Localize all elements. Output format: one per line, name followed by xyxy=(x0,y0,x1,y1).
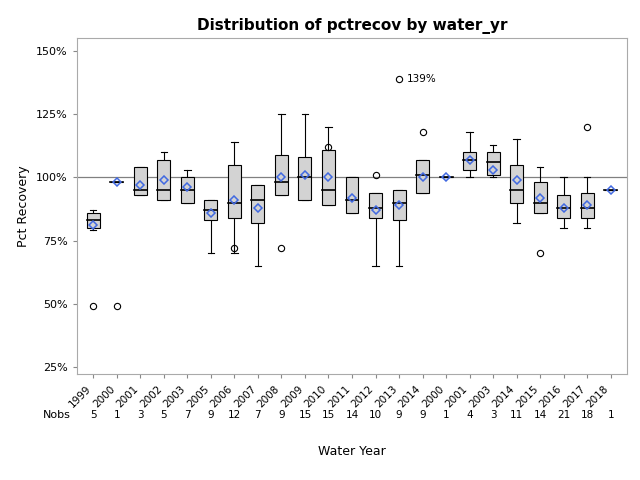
Bar xyxy=(228,165,241,218)
Bar xyxy=(580,192,594,218)
Text: 7: 7 xyxy=(184,410,191,420)
Text: 15: 15 xyxy=(322,410,335,420)
Bar xyxy=(416,160,429,192)
Bar xyxy=(463,152,476,170)
Text: 18: 18 xyxy=(580,410,594,420)
Text: Water Year: Water Year xyxy=(318,444,386,458)
Text: 3: 3 xyxy=(137,410,143,420)
Text: 11: 11 xyxy=(510,410,524,420)
Text: 3: 3 xyxy=(490,410,497,420)
Bar xyxy=(87,213,100,228)
Text: 10: 10 xyxy=(369,410,382,420)
Bar xyxy=(275,155,288,195)
Bar xyxy=(392,190,406,220)
Bar xyxy=(298,157,312,200)
Text: 5: 5 xyxy=(161,410,167,420)
Text: 7: 7 xyxy=(255,410,261,420)
Y-axis label: Pct Recovery: Pct Recovery xyxy=(17,166,31,247)
Bar xyxy=(322,150,335,205)
Text: 1: 1 xyxy=(113,410,120,420)
Text: 5: 5 xyxy=(90,410,97,420)
Bar xyxy=(346,177,358,213)
Bar xyxy=(134,167,147,195)
Bar xyxy=(157,160,170,200)
Text: 9: 9 xyxy=(419,410,426,420)
Text: 1: 1 xyxy=(443,410,449,420)
Text: 12: 12 xyxy=(228,410,241,420)
Bar xyxy=(204,200,218,220)
Text: 139%: 139% xyxy=(407,74,437,84)
Text: 14: 14 xyxy=(534,410,547,420)
Bar xyxy=(181,177,194,203)
Bar xyxy=(486,152,500,175)
Text: 21: 21 xyxy=(557,410,570,420)
Bar xyxy=(252,185,264,223)
Text: 15: 15 xyxy=(298,410,312,420)
Text: 9: 9 xyxy=(396,410,403,420)
Text: 1: 1 xyxy=(607,410,614,420)
Title: Distribution of pctrecov by water_yr: Distribution of pctrecov by water_yr xyxy=(196,18,508,34)
Bar xyxy=(510,165,523,203)
Text: 9: 9 xyxy=(207,410,214,420)
Bar xyxy=(534,182,547,213)
Text: Nobs: Nobs xyxy=(42,410,70,420)
Text: 14: 14 xyxy=(346,410,358,420)
Bar xyxy=(369,192,382,218)
Text: 4: 4 xyxy=(467,410,473,420)
Text: 9: 9 xyxy=(278,410,285,420)
Bar xyxy=(557,195,570,218)
